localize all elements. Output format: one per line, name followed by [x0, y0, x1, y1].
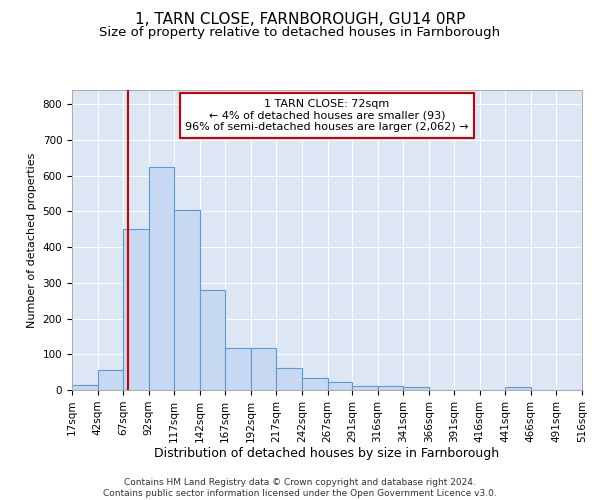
- Y-axis label: Number of detached properties: Number of detached properties: [27, 152, 37, 328]
- Text: Contains HM Land Registry data © Crown copyright and database right 2024.
Contai: Contains HM Land Registry data © Crown c…: [103, 478, 497, 498]
- Bar: [149, 167, 174, 390]
- Bar: [505, 387, 531, 390]
- Bar: [403, 387, 428, 390]
- Bar: [277, 368, 302, 390]
- Bar: [302, 378, 328, 390]
- Text: 1 TARN CLOSE: 72sqm
← 4% of detached houses are smaller (93)
96% of semi-detache: 1 TARN CLOSE: 72sqm ← 4% of detached hou…: [185, 99, 469, 132]
- Bar: [72, 386, 98, 390]
- Bar: [174, 210, 200, 390]
- Bar: [98, 370, 123, 390]
- Bar: [251, 348, 277, 390]
- Bar: [377, 386, 403, 390]
- Text: Size of property relative to detached houses in Farnborough: Size of property relative to detached ho…: [100, 26, 500, 39]
- Bar: [226, 348, 251, 390]
- Bar: [200, 290, 226, 390]
- Bar: [123, 230, 149, 390]
- X-axis label: Distribution of detached houses by size in Farnborough: Distribution of detached houses by size …: [154, 448, 500, 460]
- Bar: [352, 386, 377, 390]
- Text: 1, TARN CLOSE, FARNBOROUGH, GU14 0RP: 1, TARN CLOSE, FARNBOROUGH, GU14 0RP: [135, 12, 465, 28]
- Bar: [328, 382, 352, 390]
